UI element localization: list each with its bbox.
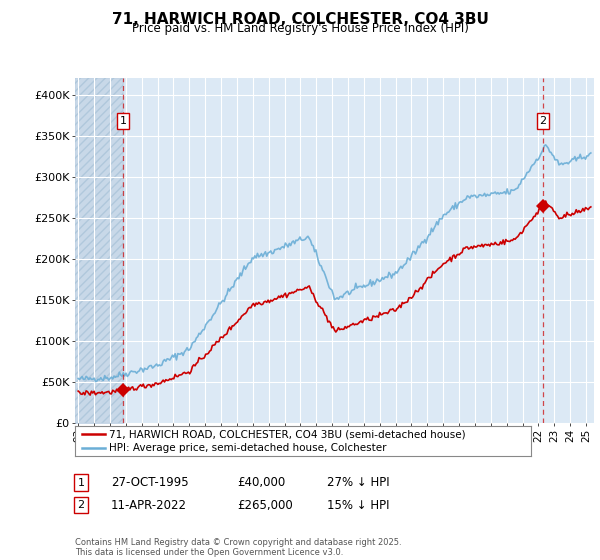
Text: 71, HARWICH ROAD, COLCHESTER, CO4 3BU: 71, HARWICH ROAD, COLCHESTER, CO4 3BU xyxy=(112,12,488,27)
Text: 27-OCT-1995: 27-OCT-1995 xyxy=(111,476,188,489)
Text: £265,000: £265,000 xyxy=(237,498,293,512)
Text: 27% ↓ HPI: 27% ↓ HPI xyxy=(327,476,389,489)
Text: £40,000: £40,000 xyxy=(237,476,285,489)
Text: 2: 2 xyxy=(539,116,547,126)
Text: 15% ↓ HPI: 15% ↓ HPI xyxy=(327,498,389,512)
Text: 71, HARWICH ROAD, COLCHESTER, CO4 3BU (semi-detached house): 71, HARWICH ROAD, COLCHESTER, CO4 3BU (s… xyxy=(109,429,466,439)
Text: 1: 1 xyxy=(77,478,85,488)
Text: 2: 2 xyxy=(77,500,85,510)
Text: 1: 1 xyxy=(119,116,127,126)
Text: 11-APR-2022: 11-APR-2022 xyxy=(111,498,187,512)
Text: Price paid vs. HM Land Registry's House Price Index (HPI): Price paid vs. HM Land Registry's House … xyxy=(131,22,469,35)
Text: Contains HM Land Registry data © Crown copyright and database right 2025.
This d: Contains HM Land Registry data © Crown c… xyxy=(75,538,401,557)
Text: HPI: Average price, semi-detached house, Colchester: HPI: Average price, semi-detached house,… xyxy=(109,443,387,453)
